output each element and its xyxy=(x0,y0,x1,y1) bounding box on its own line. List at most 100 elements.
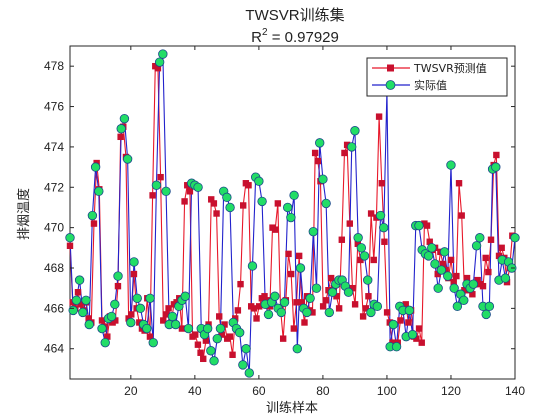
data-point-actual xyxy=(158,49,168,59)
data-point-predicted xyxy=(240,202,247,209)
data-point-actual xyxy=(439,247,450,257)
data-point-predicted xyxy=(221,321,228,328)
data-point-predicted xyxy=(335,305,343,312)
data-point-predicted xyxy=(216,313,223,320)
data-point-predicted xyxy=(295,252,303,260)
data-point-actual xyxy=(350,126,360,136)
data-point-predicted xyxy=(226,333,234,340)
data-point-actual xyxy=(315,138,325,148)
data-point-actual xyxy=(423,251,434,261)
data-point-predicted xyxy=(434,270,441,278)
data-point-predicted xyxy=(184,182,191,189)
data-point-predicted xyxy=(160,317,167,324)
data-point-actual xyxy=(106,311,117,322)
data-point-predicted xyxy=(314,157,322,165)
y-tick-label: 468 xyxy=(44,261,64,275)
y-tick-label: 464 xyxy=(44,342,64,356)
data-point-predicted xyxy=(165,305,172,312)
data-point-predicted xyxy=(309,309,316,316)
data-point-predicted xyxy=(357,256,364,264)
data-point-predicted xyxy=(66,242,74,249)
data-point-actual xyxy=(359,251,370,261)
data-point-predicted xyxy=(253,315,260,322)
data-point-actual xyxy=(407,329,418,340)
data-point-actual xyxy=(436,265,447,275)
data-point-predicted xyxy=(426,238,433,245)
data-point-actual xyxy=(276,307,286,318)
data-point-actual xyxy=(142,323,152,334)
x-tick-label: 140 xyxy=(505,384,525,398)
data-point-predicted xyxy=(298,299,306,306)
data-point-predicted xyxy=(255,303,263,310)
data-point-actual xyxy=(449,283,459,293)
data-point-predicted xyxy=(418,339,425,346)
data-point-predicted xyxy=(487,236,495,243)
chart-subtitle: R2 = 0.97929 xyxy=(251,27,339,46)
y-tick-label: 476 xyxy=(44,100,64,114)
data-point-predicted xyxy=(274,200,282,207)
data-point-actual xyxy=(347,142,357,152)
data-point-predicted xyxy=(346,220,353,227)
data-point-predicted xyxy=(463,274,471,282)
data-point-predicted xyxy=(237,280,244,288)
data-point-predicted xyxy=(261,293,268,300)
data-point-predicted xyxy=(285,250,292,258)
data-point-predicted xyxy=(338,236,345,243)
x-tick-label: 80 xyxy=(316,384,330,398)
data-point-actual xyxy=(427,243,437,253)
data-point-predicted xyxy=(461,287,468,294)
data-point-actual xyxy=(388,319,399,330)
data-point-actual xyxy=(167,311,178,322)
data-point-predicted xyxy=(378,180,385,187)
data-point-actual xyxy=(94,186,104,197)
data-point-actual xyxy=(78,307,88,318)
data-point-actual xyxy=(135,303,146,314)
data-point-predicted xyxy=(74,289,82,296)
data-point-actual xyxy=(180,291,190,301)
data-point-actual xyxy=(443,271,453,281)
data-point-predicted xyxy=(194,341,202,348)
data-point-actual xyxy=(222,192,232,203)
data-point-actual xyxy=(433,283,443,293)
data-point-predicted xyxy=(349,284,356,292)
data-point-predicted xyxy=(117,133,124,141)
data-point-actual xyxy=(202,323,213,334)
data-point-actual xyxy=(372,301,383,312)
data-point-predicted xyxy=(333,293,340,300)
data-point-actual xyxy=(81,295,91,305)
data-point-actual xyxy=(279,297,290,308)
data-point-predicted xyxy=(453,272,460,280)
data-point-predicted xyxy=(354,240,361,247)
data-point-actual xyxy=(241,344,251,354)
data-point-predicted xyxy=(469,291,476,298)
data-point-actual xyxy=(305,293,315,303)
data-point-predicted xyxy=(322,297,330,304)
data-point-actual xyxy=(65,233,75,243)
data-point-actual xyxy=(404,305,415,316)
data-point-predicted xyxy=(319,303,327,310)
data-point-actual xyxy=(148,337,158,348)
data-point-actual xyxy=(321,198,331,209)
data-point-actual xyxy=(363,275,373,285)
data-point-predicted xyxy=(495,252,503,260)
legend-marker-predicted xyxy=(387,64,394,72)
data-point-predicted xyxy=(343,141,351,149)
legend-label-predicted: TWSVR预测值 xyxy=(413,62,487,75)
data-point-predicted xyxy=(375,113,383,120)
data-point-predicted xyxy=(370,256,377,264)
data-point-predicted xyxy=(381,238,388,245)
data-point-actual xyxy=(132,293,142,303)
data-point-predicted xyxy=(104,333,111,340)
data-point-actual xyxy=(446,160,456,170)
data-point-predicted xyxy=(271,226,279,233)
legend-marker-actual xyxy=(385,80,396,90)
data-point-predicted xyxy=(213,210,220,217)
data-point-actual xyxy=(343,287,354,297)
y-tick-label: 474 xyxy=(44,140,64,154)
series-layer xyxy=(65,49,520,378)
ticks-layer: 20 40 60 80 100 120 140 464 466 468 470 472 474 476 47… xyxy=(44,46,525,398)
data-point-predicted xyxy=(146,333,154,340)
data-point-predicted xyxy=(250,305,258,312)
data-point-actual xyxy=(471,241,482,251)
data-point-predicted xyxy=(279,335,287,342)
